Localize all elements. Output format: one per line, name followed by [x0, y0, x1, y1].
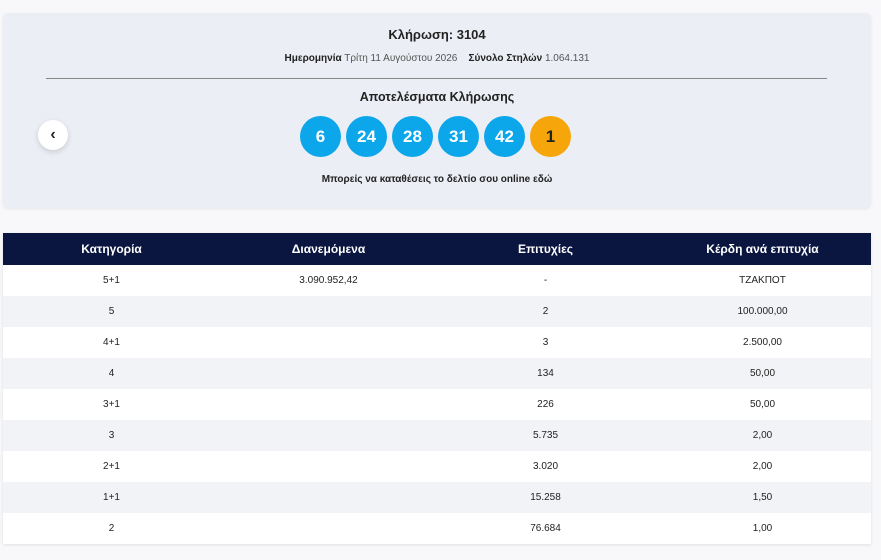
cell-category: 2 [3, 513, 220, 544]
cell-prize: 1,00 [654, 513, 871, 544]
cell-winners: 3.020 [437, 451, 654, 482]
ball: 42 [484, 116, 525, 157]
column-header: Κατηγορία [3, 233, 220, 265]
cell-category: 5+1 [3, 265, 220, 296]
cell-winners: 2 [437, 296, 654, 327]
cell-prize: 2,00 [654, 451, 871, 482]
cell-winners: 5.735 [437, 420, 654, 451]
table-row: 3+1 226 50,00 [3, 389, 871, 420]
table-row: 2 76.684 1,00 [3, 513, 871, 544]
table-row: 1+1 15.258 1,50 [3, 482, 871, 513]
draw-title: Κλήρωση: 3104 [388, 27, 486, 42]
prev-button[interactable]: ‹ [38, 120, 68, 150]
cell-winners: 76.684 [437, 513, 654, 544]
table-body: 5+1 3.090.952,42- ΤΖΑΚΠΟΤ 5 2 100.000,00 4+1 3 2… [3, 265, 871, 544]
table-row: 4 134 50,00 [3, 358, 871, 389]
online-link[interactable]: Μπορείς να καταθέσεις το δελτίο σου onli… [321, 174, 553, 185]
ball: 31 [438, 116, 479, 157]
cell-prize: 1,50 [654, 482, 871, 513]
date-label: Ημερομηνία [284, 53, 342, 64]
draw-meta: Ημερομηνία Τρίτη 11 Αυγούστου 2026 Σύνολ… [3, 53, 871, 64]
cell-distributed: 3.090.952,42 [220, 265, 437, 296]
cell-category: 3 [3, 420, 220, 451]
column-header: Επιτυχίες [437, 233, 654, 265]
cell-winners: 3 [437, 327, 654, 358]
results-title: Αποτελέσματα Κλήρωσης [359, 90, 515, 104]
date: Τρίτη 11 Αυγούστου 2026 [344, 53, 458, 64]
cell-prize: 100.000,00 [654, 296, 871, 327]
total: 1.064.131 [544, 53, 590, 64]
total-label: Σύνολο Στηλών [468, 53, 543, 64]
cell-prize: 2,00 [654, 420, 871, 451]
cell-category: 1+1 [3, 482, 220, 513]
cell-prize: 50,00 [654, 389, 871, 420]
draw-card: Κλήρωση: 3104 Ημερομηνία Τρίτη 11 Αυγούσ… [3, 13, 871, 208]
table-row: 4+1 3 2.500,00 [3, 327, 871, 358]
results-table: Κατηγορία Διανεμόμενα Επιτυχίες Κέρδη ανά ε… [3, 233, 871, 544]
ball: 28 [392, 116, 433, 157]
cell-winners: 134 [437, 358, 654, 389]
bonus-ball: 1 [530, 116, 571, 157]
cell-category: 4 [3, 358, 220, 389]
table-header: Κατηγορία Διανεμόμενα Επιτυχίες Κέρδη ανά ε… [3, 233, 871, 265]
cell-prize: ΤΖΑΚΠΟΤ [654, 265, 871, 296]
ball: 24 [346, 116, 387, 157]
cell-distributed [220, 451, 437, 482]
cell-distributed [220, 358, 437, 389]
cell-prize: 2.500,00 [654, 327, 871, 358]
cell-distributed [220, 482, 437, 513]
cell-winners: - [437, 265, 654, 296]
column-header: Κέρδη ανά επιτυχία [654, 233, 871, 265]
cell-distributed [220, 389, 437, 420]
cell-distributed [220, 296, 437, 327]
cell-category: 3+1 [3, 389, 220, 420]
cell-distributed [220, 327, 437, 358]
table-row: 3 5.735 2,00 [3, 420, 871, 451]
cell-category: 4+1 [3, 327, 220, 358]
table-row: 2+1 3.020 2,00 [3, 451, 871, 482]
table-row: 5 2 100.000,00 [3, 296, 871, 327]
cell-category: 2+1 [3, 451, 220, 482]
cell-prize: 50,00 [654, 358, 871, 389]
ball: 6 [300, 116, 341, 157]
balls: 6 24 28 31 42 1 [300, 116, 571, 157]
cell-winners: 226 [437, 389, 654, 420]
cell-distributed [220, 513, 437, 544]
cell-category: 5 [3, 296, 220, 327]
cell-distributed [220, 420, 437, 451]
cell-winners: 15.258 [437, 482, 654, 513]
column-header: Διανεμόμενα [220, 233, 437, 265]
table-row: 5+1 3.090.952,42- ΤΖΑΚΠΟΤ [3, 265, 871, 296]
divider [46, 78, 827, 79]
